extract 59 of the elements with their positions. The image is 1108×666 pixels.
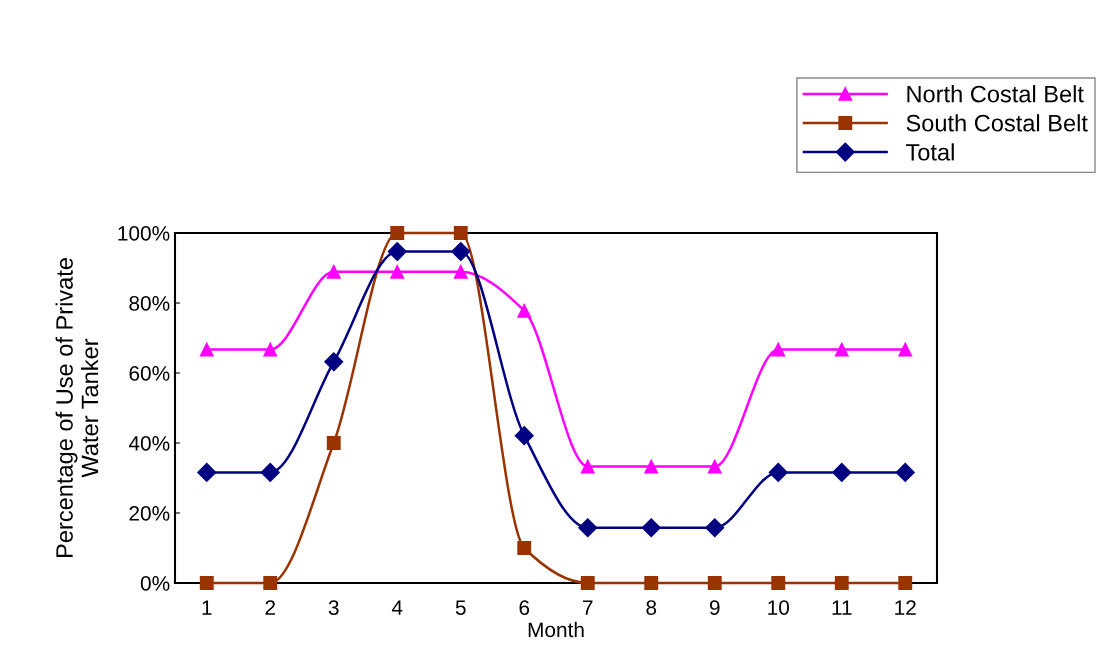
y-axis-title: Percentage of Use of Private Water Tanker [55, 258, 99, 557]
y-tick-label: 20% [129, 506, 170, 521]
point [517, 541, 532, 555]
x-tick-label: 8 [646, 600, 657, 615]
point [580, 459, 595, 474]
point [260, 462, 280, 482]
point [263, 576, 278, 590]
point [199, 342, 214, 357]
point [898, 342, 913, 357]
point [453, 226, 468, 240]
x-axis-title: Month [528, 621, 584, 638]
x-tick-label: 5 [455, 600, 466, 615]
legend-label: Total [906, 143, 954, 161]
point [834, 576, 849, 590]
point [707, 576, 722, 590]
x-tick-label: 3 [328, 600, 339, 615]
x-tick-label: 1 [202, 600, 212, 615]
point [832, 462, 852, 482]
y-tick-label: 80% [129, 296, 170, 311]
point [453, 264, 468, 279]
y-tick-label: 40% [128, 436, 170, 451]
x-tick-label: 10 [768, 600, 790, 615]
legend-label: South Costal Belt [906, 114, 1088, 132]
point [390, 264, 405, 279]
point [580, 576, 595, 590]
x-tick-label: 7 [583, 600, 593, 615]
point [705, 518, 725, 538]
x-tick-label: 9 [709, 600, 720, 615]
point [324, 352, 344, 372]
point [641, 518, 661, 538]
legend-label: North Costal Belt [907, 85, 1084, 103]
point [199, 576, 214, 590]
point [644, 459, 659, 474]
x-tick-label: 4 [391, 600, 403, 615]
point [197, 462, 217, 482]
point [578, 518, 598, 538]
y-tick-label: 60% [129, 366, 170, 381]
point [390, 226, 405, 240]
x-tick-label: 11 [832, 600, 852, 615]
point [771, 342, 786, 357]
point [707, 459, 722, 474]
x-tick-label: 12 [895, 600, 916, 615]
x-tick-label: 2 [265, 600, 275, 615]
point [834, 342, 849, 357]
point [517, 303, 532, 318]
y-tick-label: 100% [118, 226, 170, 241]
point [771, 576, 786, 590]
point [326, 436, 341, 450]
point [895, 462, 915, 482]
point [326, 264, 341, 279]
x-tick-label: 6 [519, 600, 530, 615]
point [263, 342, 278, 357]
point [514, 426, 534, 446]
point [898, 576, 913, 590]
point [768, 462, 788, 482]
point [387, 242, 407, 262]
point [451, 242, 471, 262]
point [644, 576, 659, 590]
y-tick-label: 0% [140, 576, 170, 591]
